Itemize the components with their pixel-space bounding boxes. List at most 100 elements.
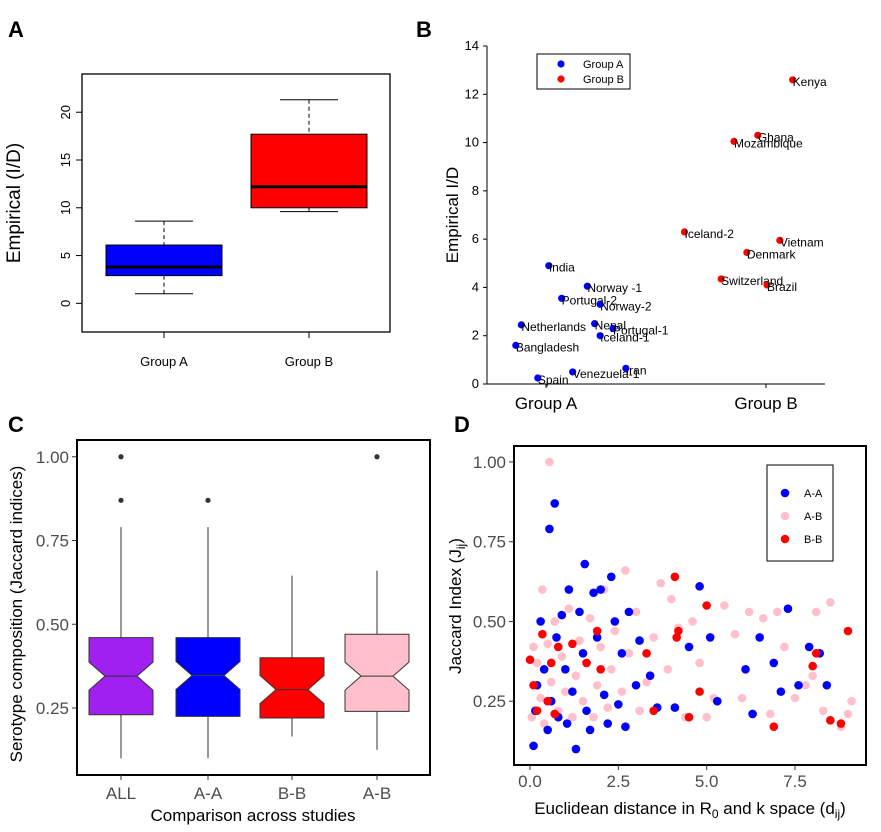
point-label: Iceland-2 bbox=[685, 227, 735, 241]
point-a-a bbox=[606, 572, 616, 582]
point-label: Mozambique bbox=[734, 136, 803, 150]
point-a-a bbox=[705, 633, 715, 642]
point-b-b bbox=[525, 655, 535, 665]
point-a-a bbox=[568, 687, 577, 696]
point-b-b bbox=[811, 649, 821, 658]
point-switzerland bbox=[717, 275, 725, 283]
panel-label-a: A bbox=[8, 17, 24, 42]
point-norway-1 bbox=[583, 282, 591, 290]
point-a-b bbox=[592, 680, 602, 690]
point-a-b bbox=[695, 658, 704, 668]
point-b-b bbox=[546, 658, 556, 668]
point-vietnam bbox=[776, 236, 784, 244]
x-tick-label: 2.5 bbox=[607, 772, 631, 791]
point-b-b bbox=[808, 661, 817, 671]
plot-frame bbox=[76, 439, 431, 776]
box-a-a bbox=[175, 637, 241, 717]
point-b-b bbox=[553, 642, 563, 652]
x-axis-label: Comparison across studies bbox=[150, 806, 355, 825]
point-label: Spain bbox=[538, 373, 569, 387]
outlier-point bbox=[374, 454, 380, 460]
point-a-b bbox=[575, 636, 584, 645]
point-a-a bbox=[589, 588, 598, 598]
point-b-b bbox=[695, 687, 704, 696]
point-label: Kenya bbox=[793, 75, 827, 89]
point-a-b bbox=[635, 706, 644, 716]
y-tick-label: 10 bbox=[58, 201, 73, 215]
point-a-a bbox=[804, 642, 814, 652]
y-tick-label: 4 bbox=[472, 279, 479, 294]
point-a-a bbox=[776, 687, 786, 696]
legend-box bbox=[536, 53, 631, 90]
point-b-b bbox=[582, 658, 591, 668]
point-a-a bbox=[562, 719, 572, 728]
point-b-b bbox=[538, 629, 547, 639]
y-tick-label: 1.00 bbox=[36, 448, 69, 467]
panel-b-scatter: 0 2 4 6 8 10 12 14 Group A Group B Empirical I/D In… bbox=[443, 38, 827, 413]
point-b-b bbox=[702, 601, 711, 610]
x-tick-label: A-B bbox=[363, 784, 391, 803]
point-a-a bbox=[603, 719, 613, 728]
panel-a-boxplot: 0 5 10 15 20 Group A Group B Empirical (I/D) bbox=[4, 73, 391, 369]
point-a-a bbox=[575, 607, 584, 617]
point-a-a bbox=[794, 680, 803, 690]
point-a-b bbox=[826, 598, 835, 607]
point-a-b bbox=[543, 639, 552, 649]
panel-label-c: C bbox=[8, 412, 24, 437]
point-bangladesh bbox=[512, 341, 520, 349]
point-a-a bbox=[578, 649, 588, 658]
point-a-a bbox=[769, 658, 779, 668]
point-a-b bbox=[773, 607, 782, 617]
point-a-a bbox=[635, 636, 644, 645]
point-a-b bbox=[532, 658, 542, 668]
point-a-a bbox=[783, 604, 793, 613]
point-a-a bbox=[545, 524, 554, 534]
point-a-a bbox=[543, 725, 552, 735]
point-a-b bbox=[546, 677, 556, 687]
point-a-b bbox=[811, 607, 821, 617]
point-b-b bbox=[592, 626, 602, 636]
point-a-b bbox=[624, 649, 634, 658]
point-venezuela-1 bbox=[569, 368, 577, 376]
y-tick-label: 0.25 bbox=[36, 699, 69, 718]
point-b-b bbox=[836, 719, 846, 728]
point-a-b bbox=[610, 626, 620, 636]
point-a-b bbox=[780, 642, 789, 652]
y-axis-label: Empirical I/D bbox=[443, 167, 462, 263]
x-tick-label: Group B bbox=[285, 354, 333, 369]
point-a-a bbox=[617, 649, 627, 658]
point-a-b bbox=[529, 642, 538, 652]
point-a-b bbox=[649, 633, 658, 642]
point-a-b bbox=[720, 601, 729, 610]
y-tick-label: 0 bbox=[472, 376, 479, 391]
point-a-b bbox=[688, 617, 697, 626]
y-tick-label: 2 bbox=[472, 328, 479, 343]
point-a-b bbox=[818, 706, 828, 716]
point-label: Netherlands bbox=[521, 320, 586, 334]
point-a-a bbox=[614, 700, 623, 709]
point-a-b bbox=[571, 671, 581, 680]
point-a-b bbox=[737, 693, 747, 703]
box-a-b bbox=[344, 633, 410, 712]
point-a-b bbox=[557, 652, 567, 661]
point-a-a bbox=[557, 610, 567, 620]
point-a-b bbox=[843, 709, 853, 719]
point-a-a bbox=[539, 665, 549, 674]
plot-frame bbox=[513, 445, 867, 766]
point-a-b bbox=[561, 687, 570, 696]
point-b-b bbox=[674, 626, 683, 636]
point-label: Venezuela-1 bbox=[573, 367, 640, 381]
point-a-b bbox=[536, 693, 545, 703]
y-tick-label: 10 bbox=[465, 135, 479, 150]
point-iceland-1 bbox=[596, 332, 604, 340]
x-tick-label: ALL bbox=[106, 784, 136, 803]
x-tick-label: Group A bbox=[515, 394, 578, 413]
point-a-a bbox=[645, 671, 655, 680]
outlier-point bbox=[118, 454, 124, 460]
legend-label: A-B bbox=[804, 511, 822, 523]
legend-marker bbox=[780, 534, 790, 544]
legend-box bbox=[766, 464, 834, 562]
point-a-b bbox=[538, 585, 547, 594]
point-a-a bbox=[741, 665, 750, 674]
point-netherlands bbox=[517, 321, 525, 329]
